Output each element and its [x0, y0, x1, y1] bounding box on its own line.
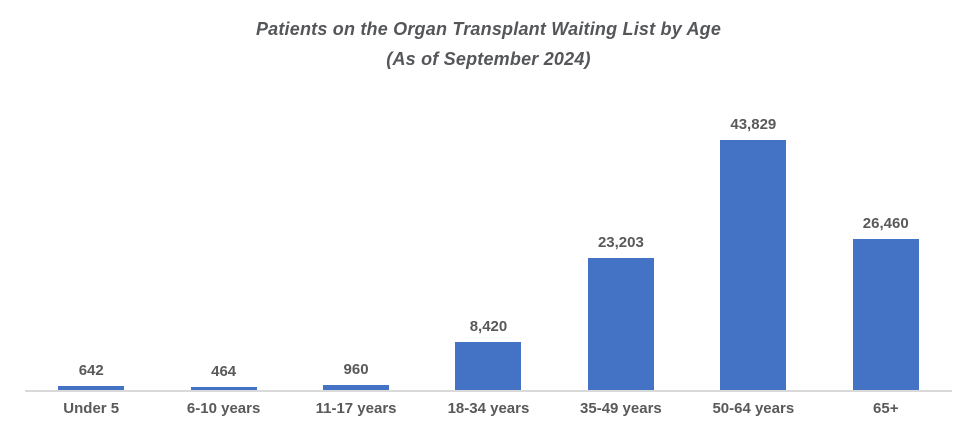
- bar-slot: 43,829: [687, 95, 819, 390]
- bar: [720, 140, 787, 390]
- x-axis-label: 11-17 years: [315, 400, 397, 417]
- bar-slot: 23,203: [555, 95, 687, 390]
- bar-value-label: 642: [78, 362, 104, 380]
- bar-value-label: 960: [343, 360, 369, 378]
- x-axis-labels: Under 5 6-10 years 11-17 years 18-34 years 3…: [25, 400, 952, 417]
- chart-title-line1: Patients on the Organ Transplant Waiting…: [255, 19, 722, 39]
- bar: [587, 257, 654, 390]
- bar: [852, 239, 919, 390]
- bar-slot: 8,420: [422, 95, 554, 390]
- bar: [190, 387, 257, 390]
- x-axis-label: 65+: [873, 400, 899, 417]
- x-axis-label: Under 5: [63, 400, 120, 417]
- bar: [58, 386, 125, 390]
- bar-value-label: 43,829: [730, 116, 777, 133]
- plot-area: 642 464 960 8,420 23,203 43,829 26,460: [25, 95, 952, 392]
- bar-slot: 642: [25, 95, 157, 390]
- bar: [455, 341, 522, 390]
- x-axis-label: 18-34 years: [447, 400, 530, 417]
- chart-title-line2: (As of September 2024): [386, 49, 591, 69]
- x-axis-label: 50-64 years: [712, 400, 795, 417]
- bar-value-label: 464: [211, 363, 237, 381]
- x-axis-label: 6-10 years: [186, 400, 261, 417]
- chart-title: Patients on the Organ Transplant Waiting…: [0, 14, 977, 74]
- bar-value-label: 8,420: [469, 317, 508, 335]
- bar-value-label: 26,460: [862, 215, 909, 233]
- x-axis-label: 35-49 years: [580, 400, 662, 417]
- bar: [323, 384, 390, 390]
- bar-slot: 960: [290, 95, 422, 390]
- bar-value-label: 23,203: [597, 233, 644, 251]
- bar-slot: 464: [157, 95, 289, 390]
- bar-slot: 26,460: [820, 95, 952, 390]
